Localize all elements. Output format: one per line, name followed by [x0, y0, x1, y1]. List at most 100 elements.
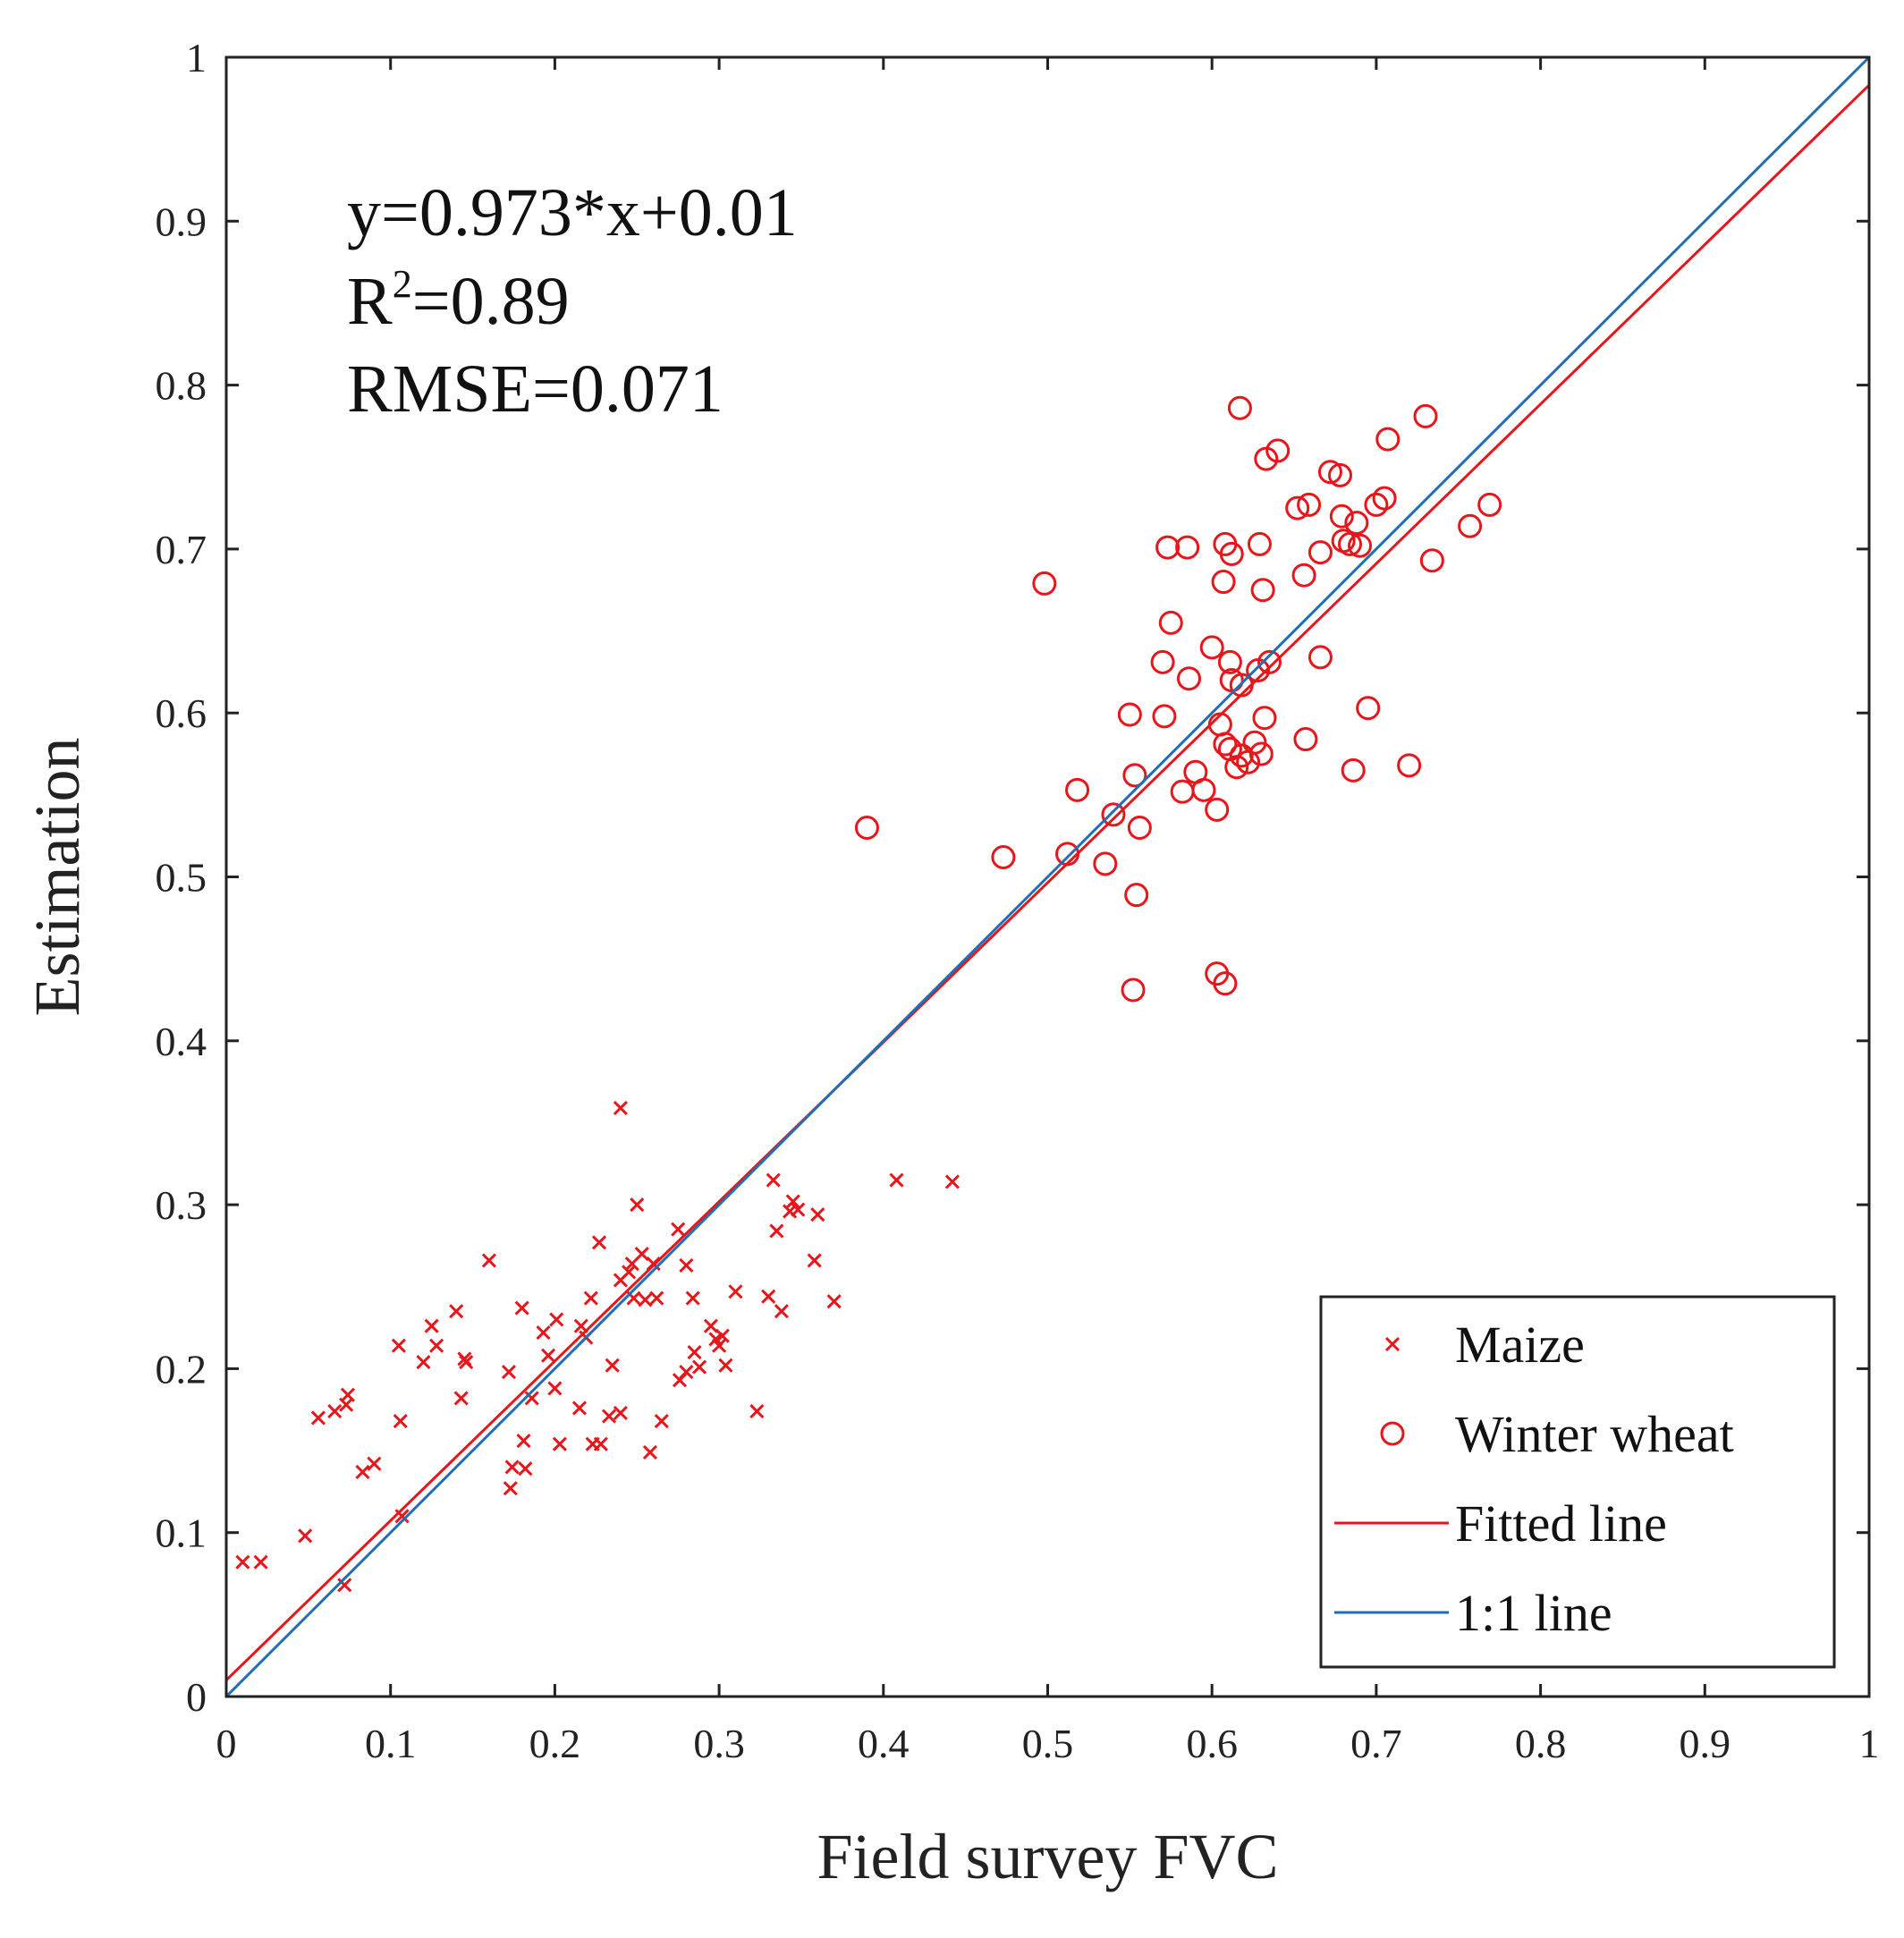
maize-point — [536, 1325, 551, 1341]
maize-point — [540, 1348, 556, 1363]
winter-wheat-point — [1150, 649, 1175, 674]
maize-point — [516, 1433, 531, 1449]
x-tick-label: 0.9 — [1680, 1721, 1731, 1766]
maize-point — [944, 1174, 960, 1189]
maize-point — [685, 1291, 700, 1306]
maize-point — [630, 1197, 645, 1213]
maize-point — [367, 1456, 382, 1471]
maize-point — [393, 1413, 408, 1429]
maize-point — [671, 1222, 686, 1237]
maize-point — [807, 1253, 822, 1268]
maize-point — [703, 1318, 718, 1333]
maize-point — [889, 1172, 904, 1188]
maize-point — [605, 1358, 620, 1373]
winter-wheat-point — [1458, 513, 1483, 538]
maize-point — [634, 1247, 649, 1262]
winter-wheat-point — [1121, 977, 1146, 1003]
maize-point — [791, 1202, 806, 1217]
maize-point — [298, 1528, 313, 1544]
maize-point — [591, 1235, 607, 1250]
maize-point — [416, 1355, 431, 1370]
one-to-one-line — [224, 55, 1871, 1698]
x-tick-label: 0.3 — [693, 1721, 745, 1766]
maize-point — [749, 1403, 765, 1419]
maize-point — [622, 1265, 637, 1280]
maize-point — [679, 1365, 694, 1380]
y-tick-label: 0.9 — [156, 199, 207, 244]
maize-point — [514, 1300, 529, 1316]
maize-point — [687, 1345, 702, 1360]
winter-wheat-point — [1205, 797, 1230, 822]
winter-wheat-point — [1247, 531, 1272, 556]
maize-point — [501, 1365, 517, 1380]
x-tick-label: 0.6 — [1186, 1721, 1238, 1766]
winter-wheat-point — [1338, 531, 1363, 556]
ticks-layer: 0 0.1 0.2 0.3 0.4 0.5 0.6 0.7 0.8 0.9 1 0 0.1 0.2 0.3 0… — [156, 35, 1880, 1766]
stats-annotation: y=0.973*x+0.01 R2=0.89 RMSE=0.071 — [347, 175, 798, 427]
maize-point — [728, 1284, 743, 1299]
winter-wheat-point — [1122, 763, 1147, 788]
winter-wheat-point — [1327, 462, 1352, 487]
winter-wheat-point — [1199, 635, 1224, 660]
winter-wheat-point — [1124, 883, 1149, 908]
winter-wheat-point — [854, 816, 879, 841]
winter-wheat-point — [1032, 571, 1057, 596]
legend-one-to-one-line-label: 1:1 line — [1455, 1584, 1612, 1642]
maize-point — [459, 1355, 474, 1370]
y-tick-label: 0.2 — [156, 1346, 207, 1392]
winter-wheat-point — [1293, 727, 1318, 752]
legend-winter-wheat-label: Winter wheat — [1455, 1405, 1734, 1463]
winter-wheat-point — [1348, 533, 1373, 558]
winter-wheat-point — [1191, 777, 1216, 802]
winter-wheat-point — [1265, 438, 1290, 463]
y-tick-label: 0.1 — [156, 1511, 207, 1556]
y-tick-label: 0.3 — [156, 1182, 207, 1228]
maize-point — [654, 1413, 669, 1429]
maize-point — [327, 1403, 343, 1419]
legend-maize-marker — [1384, 1336, 1400, 1352]
maize-point — [504, 1460, 520, 1475]
winter-wheat-point — [1307, 645, 1333, 670]
winter-wheat-point — [1375, 427, 1400, 452]
winter-wheat-point — [1213, 732, 1238, 757]
winter-wheat-point — [1413, 403, 1438, 428]
maize-point — [552, 1436, 567, 1451]
winter-wheat-point — [1117, 702, 1142, 727]
winter-wheat-point — [1252, 706, 1277, 731]
maize-point — [340, 1387, 355, 1402]
winter-wheat-point — [1477, 492, 1502, 517]
maize-point — [638, 1292, 653, 1308]
y-tick-label: 0.5 — [156, 855, 207, 901]
maize-point — [391, 1338, 406, 1353]
winter-wheat-point — [1217, 649, 1242, 674]
winter-wheat-point — [1155, 535, 1180, 560]
r-squared-text: R2=0.89 — [347, 262, 570, 339]
r-squared-superscript: 2 — [393, 262, 412, 306]
maize-point — [429, 1338, 444, 1353]
winter-wheat-point — [1285, 495, 1310, 520]
x-tick-label: 0.2 — [529, 1721, 581, 1766]
equation-text: y=0.973*x+0.01 — [347, 175, 798, 250]
maize-point — [310, 1410, 326, 1426]
maize-point — [524, 1391, 539, 1406]
y-tick-label: 0.6 — [156, 690, 207, 736]
winter-wheat-point — [1101, 802, 1126, 827]
y-tick-label: 0.7 — [156, 527, 207, 572]
maize-point — [518, 1461, 533, 1477]
maize-point — [593, 1436, 608, 1451]
winter-wheat-point — [1307, 540, 1333, 565]
winter-wheat-point — [1065, 777, 1090, 802]
winter-wheat-point — [1364, 492, 1389, 517]
winter-wheat-point — [1093, 851, 1118, 876]
maize-point — [613, 1100, 628, 1116]
maize-point — [503, 1481, 518, 1496]
winter-wheat-point — [1372, 486, 1397, 511]
winter-wheat-point — [1176, 666, 1201, 691]
winter-wheat-point — [1291, 563, 1316, 588]
winter-wheat-point — [1158, 610, 1183, 635]
x-tick-label: 1 — [1859, 1721, 1880, 1766]
winter-wheat-point — [1224, 755, 1249, 780]
maize-point — [718, 1358, 733, 1373]
maize-point — [785, 1194, 800, 1209]
